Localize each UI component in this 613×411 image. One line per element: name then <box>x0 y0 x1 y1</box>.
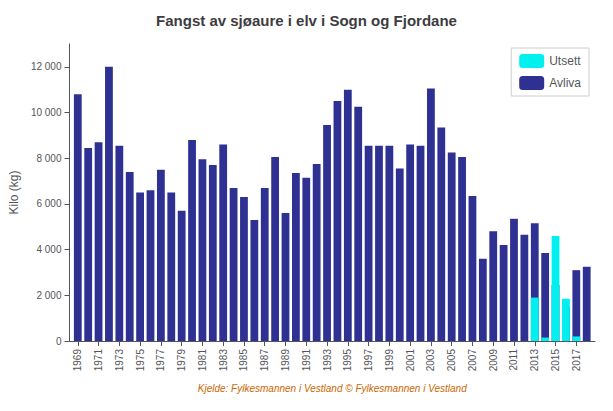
svg-text:1987: 1987 <box>259 349 270 372</box>
svg-text:1995: 1995 <box>342 349 353 372</box>
svg-text:2 000: 2 000 <box>36 290 61 301</box>
svg-text:8 000: 8 000 <box>36 153 61 164</box>
svg-text:6 000: 6 000 <box>36 198 61 209</box>
svg-text:Kilo (kg): Kilo (kg) <box>7 170 21 214</box>
svg-text:1983: 1983 <box>218 349 229 372</box>
svg-text:2005: 2005 <box>446 349 457 372</box>
svg-text:1979: 1979 <box>176 349 187 372</box>
svg-text:12 000: 12 000 <box>31 61 62 72</box>
svg-text:2013: 2013 <box>529 349 540 372</box>
svg-text:2011: 2011 <box>508 349 519 371</box>
svg-text:Utsett: Utsett <box>549 54 581 68</box>
svg-text:1991: 1991 <box>301 349 312 372</box>
svg-text:Avliva: Avliva <box>549 76 581 90</box>
svg-text:2007: 2007 <box>467 349 478 372</box>
svg-text:10 000: 10 000 <box>31 107 62 118</box>
svg-text:1999: 1999 <box>384 349 395 372</box>
svg-text:Fangst av sjøaure i elv i Sogn: Fangst av sjøaure i elv i Sogn og Fjorda… <box>156 12 457 29</box>
svg-text:2001: 2001 <box>405 349 416 372</box>
svg-text:1973: 1973 <box>114 349 125 372</box>
svg-text:1971: 1971 <box>93 349 104 372</box>
svg-text:2003: 2003 <box>425 349 436 372</box>
svg-text:1989: 1989 <box>280 349 291 372</box>
svg-text:2015: 2015 <box>550 349 561 372</box>
svg-text:2017: 2017 <box>571 349 582 372</box>
svg-text:1993: 1993 <box>322 349 333 372</box>
svg-text:4 000: 4 000 <box>36 244 61 255</box>
svg-text:1969: 1969 <box>72 349 83 372</box>
svg-text:1997: 1997 <box>363 349 374 372</box>
svg-text:1977: 1977 <box>155 349 166 372</box>
svg-text:1985: 1985 <box>238 349 249 372</box>
svg-text:Kjelde: Fylkesmannen i Vestlan: Kjelde: Fylkesmannen i Vestland © Fylkes… <box>198 383 467 394</box>
svg-text:0: 0 <box>56 336 62 347</box>
svg-text:1975: 1975 <box>135 349 146 372</box>
svg-text:1981: 1981 <box>197 349 208 372</box>
svg-text:2009: 2009 <box>488 349 499 372</box>
